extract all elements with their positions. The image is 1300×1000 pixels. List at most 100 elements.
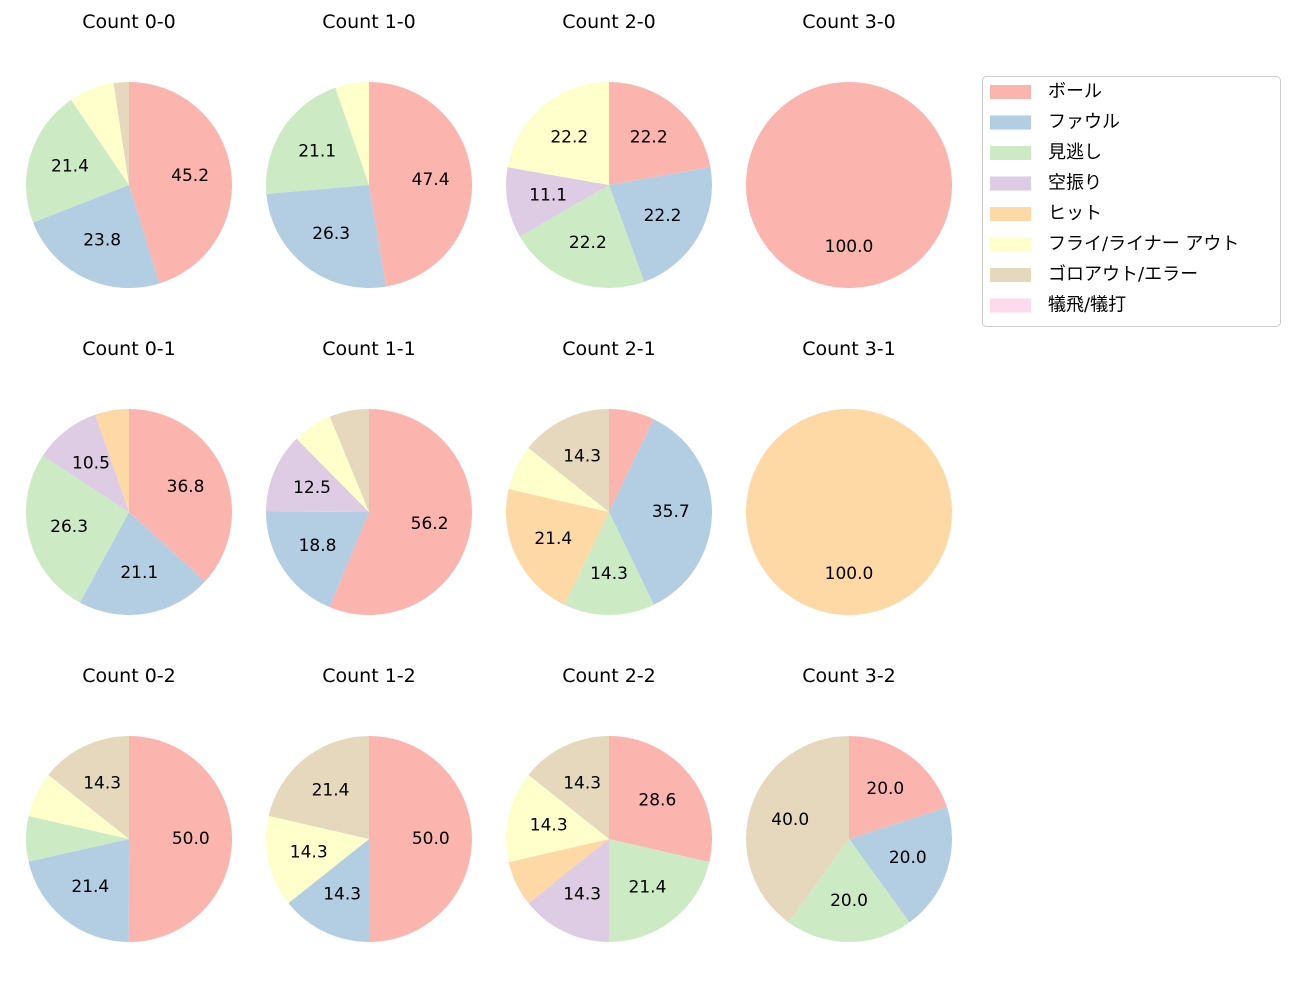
pie-slice [508,447,609,512]
slice-label: 21.4 [534,529,572,549]
slice-label: 22.2 [550,128,588,148]
pie-slice [329,409,369,512]
pie-title: Count 3-1 [802,338,896,360]
pie-slice [528,839,609,943]
pie-slice [508,839,609,904]
pie-slice [25,99,129,223]
pie-slice [528,409,609,512]
slice-label: 56.2 [411,514,449,534]
pie-title: Count 2-1 [562,338,656,360]
pie-title: Count 1-0 [322,11,416,33]
slice-label: 21.4 [51,157,89,177]
slice-label: 12.5 [293,478,331,498]
legend-label: ゴロアウト/エラー [1048,264,1198,285]
legend-swatch [990,298,1031,313]
pie-slice [505,774,609,863]
slice-label: 22.2 [630,128,668,148]
pie-slice [268,736,369,839]
pie-slice [746,736,849,923]
pie-slice [129,82,232,284]
slice-label: 50.0 [172,829,210,849]
pie-title: Count 2-2 [562,665,656,687]
slice-label: 40.0 [771,810,809,830]
slice-label: 14.3 [290,843,328,863]
pie-slice [113,82,129,185]
slice-label: 26.3 [312,224,350,244]
pie-slice [25,455,129,603]
pie-slice [25,816,129,862]
slice-label: 14.3 [83,773,121,793]
pie-slice [42,414,129,512]
legend-swatch [990,115,1031,130]
pie-slice [849,736,947,839]
legend-swatch [990,207,1031,221]
legend-label: フライ/ライナー アウト [1048,234,1239,255]
slice-label: 14.3 [563,773,601,793]
slice-label: 20.0 [866,779,904,799]
pie-slice [266,87,369,194]
slice-label: 23.8 [83,231,121,251]
pie-slice [266,438,369,512]
pie-slice [609,839,710,942]
pie-slice [528,736,609,839]
slice-label: 100.0 [825,564,874,584]
pie-slice [369,82,473,287]
pie-title: Count 1-1 [322,338,416,360]
slice-label: 21.4 [629,877,667,897]
slice-label: 45.2 [171,166,209,186]
pie-slice [129,409,232,582]
legend-swatch [990,176,1031,191]
legend-label: 犠飛/犠打 [1048,295,1126,316]
legend-label: 見逃し [1048,142,1102,163]
pie-slice [788,839,910,942]
pie-slice [506,489,609,605]
pie-slice [28,839,129,942]
slice-label: 21.4 [312,781,350,801]
legend-label: ボール [1048,81,1102,102]
slice-label: 50.0 [412,829,450,849]
pie-slice [609,736,713,863]
pie-slice [519,185,645,289]
legend-swatch [990,237,1031,252]
pie-slice [849,807,952,923]
pie-title: Count 0-0 [82,11,176,33]
slice-label: 14.3 [563,885,601,905]
legend-box [982,76,1281,327]
legend-label: ファウル [1048,112,1120,133]
legend-swatch [990,146,1031,160]
slice-label: 11.1 [529,186,567,206]
slice-label: 28.6 [638,791,676,811]
pie-slice [28,774,130,839]
slice-label: 14.3 [590,564,628,584]
pie-slice [266,185,387,288]
pie-slice [33,185,160,288]
slice-label: 22.2 [644,206,682,226]
legend-label: ヒット [1048,203,1102,224]
pie-title: Count 3-2 [802,665,896,687]
pie-slice [609,167,712,282]
slice-label: 26.3 [50,517,88,537]
slice-label: 21.1 [120,563,158,583]
slice-label: 47.4 [412,170,450,190]
slice-label: 21.4 [71,877,109,897]
pie-title: Count 1-2 [322,665,416,687]
slice-label: 10.5 [72,453,110,473]
slice-label: 14.3 [563,446,601,466]
pie-slice [507,82,609,185]
pie-slice [505,167,609,237]
pie-slice [329,409,473,615]
slice-label: 14.3 [530,815,568,835]
pie-title: Count 3-0 [802,11,896,33]
pie-slice [288,839,369,943]
pie-slice [746,409,952,615]
pie-title: Count 0-1 [82,338,176,360]
legend-swatch [990,85,1031,99]
pie-slice [79,512,205,615]
pie-slice [609,82,711,185]
legend-label: 空振り [1048,173,1102,194]
pie-slice [266,511,369,608]
pie-slice [746,82,952,288]
pie-slice [71,83,129,185]
slice-label: 21.1 [298,141,336,161]
